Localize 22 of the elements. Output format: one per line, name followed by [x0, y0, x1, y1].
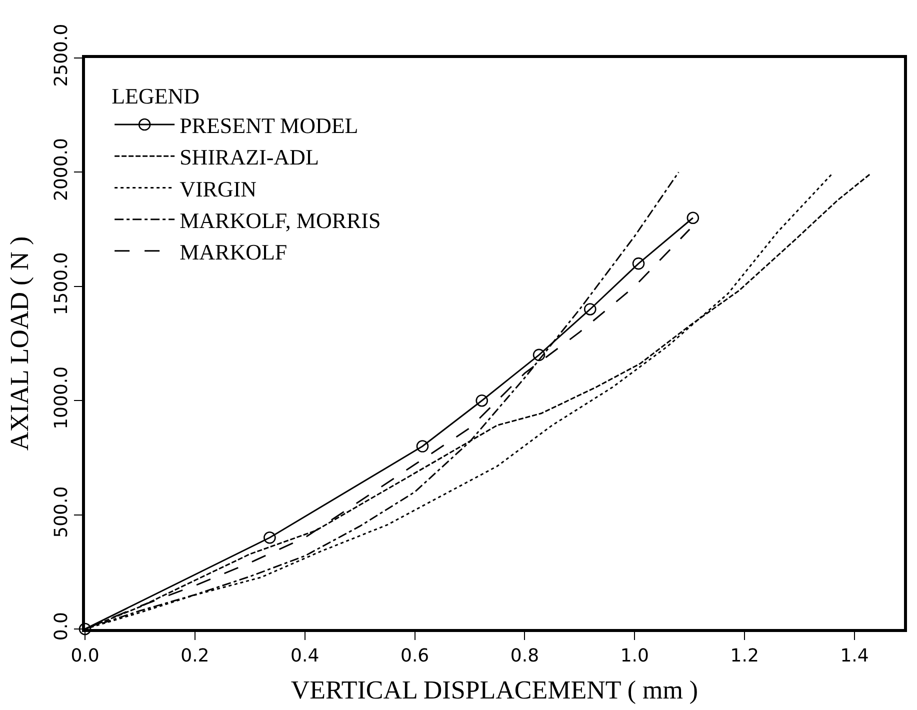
x-tick-label: 0.2 [180, 646, 210, 667]
y-tick-label: 2000.0 [50, 138, 72, 201]
x-axis-title: VERTICAL DISPLACEMENT ( mm ) [290, 675, 698, 704]
y-tick-label: 1500.0 [50, 252, 72, 316]
y-tick-label: 1000.0 [50, 366, 72, 430]
legend-label: SHIRAZI-ADL [180, 144, 319, 170]
x-tick-label: 0.0 [70, 646, 100, 667]
legend-title: LEGEND [112, 84, 200, 109]
x-tick-label: 0.4 [290, 646, 320, 667]
legend-label: PRESENT MODEL [180, 113, 358, 138]
x-tick-label: 0.8 [510, 646, 540, 667]
x-tick-label: 0.6 [400, 646, 430, 667]
x-tick-label: 1.0 [620, 646, 649, 667]
y-axis-title: AXIAL LOAD ( N ) [5, 236, 34, 451]
legend-label: MARKOLF [180, 240, 288, 265]
legend-label: MARKOLF, MORRIS [180, 208, 381, 233]
x-tick-label: 1.2 [730, 646, 759, 667]
y-tick-label: 2500.0 [50, 24, 72, 87]
legend-label: VIRGIN [180, 176, 257, 202]
x-tick-label: 1.4 [840, 646, 869, 667]
y-tick-label: 500.0 [50, 486, 72, 538]
y-tick-label: 0.0 [50, 612, 72, 641]
